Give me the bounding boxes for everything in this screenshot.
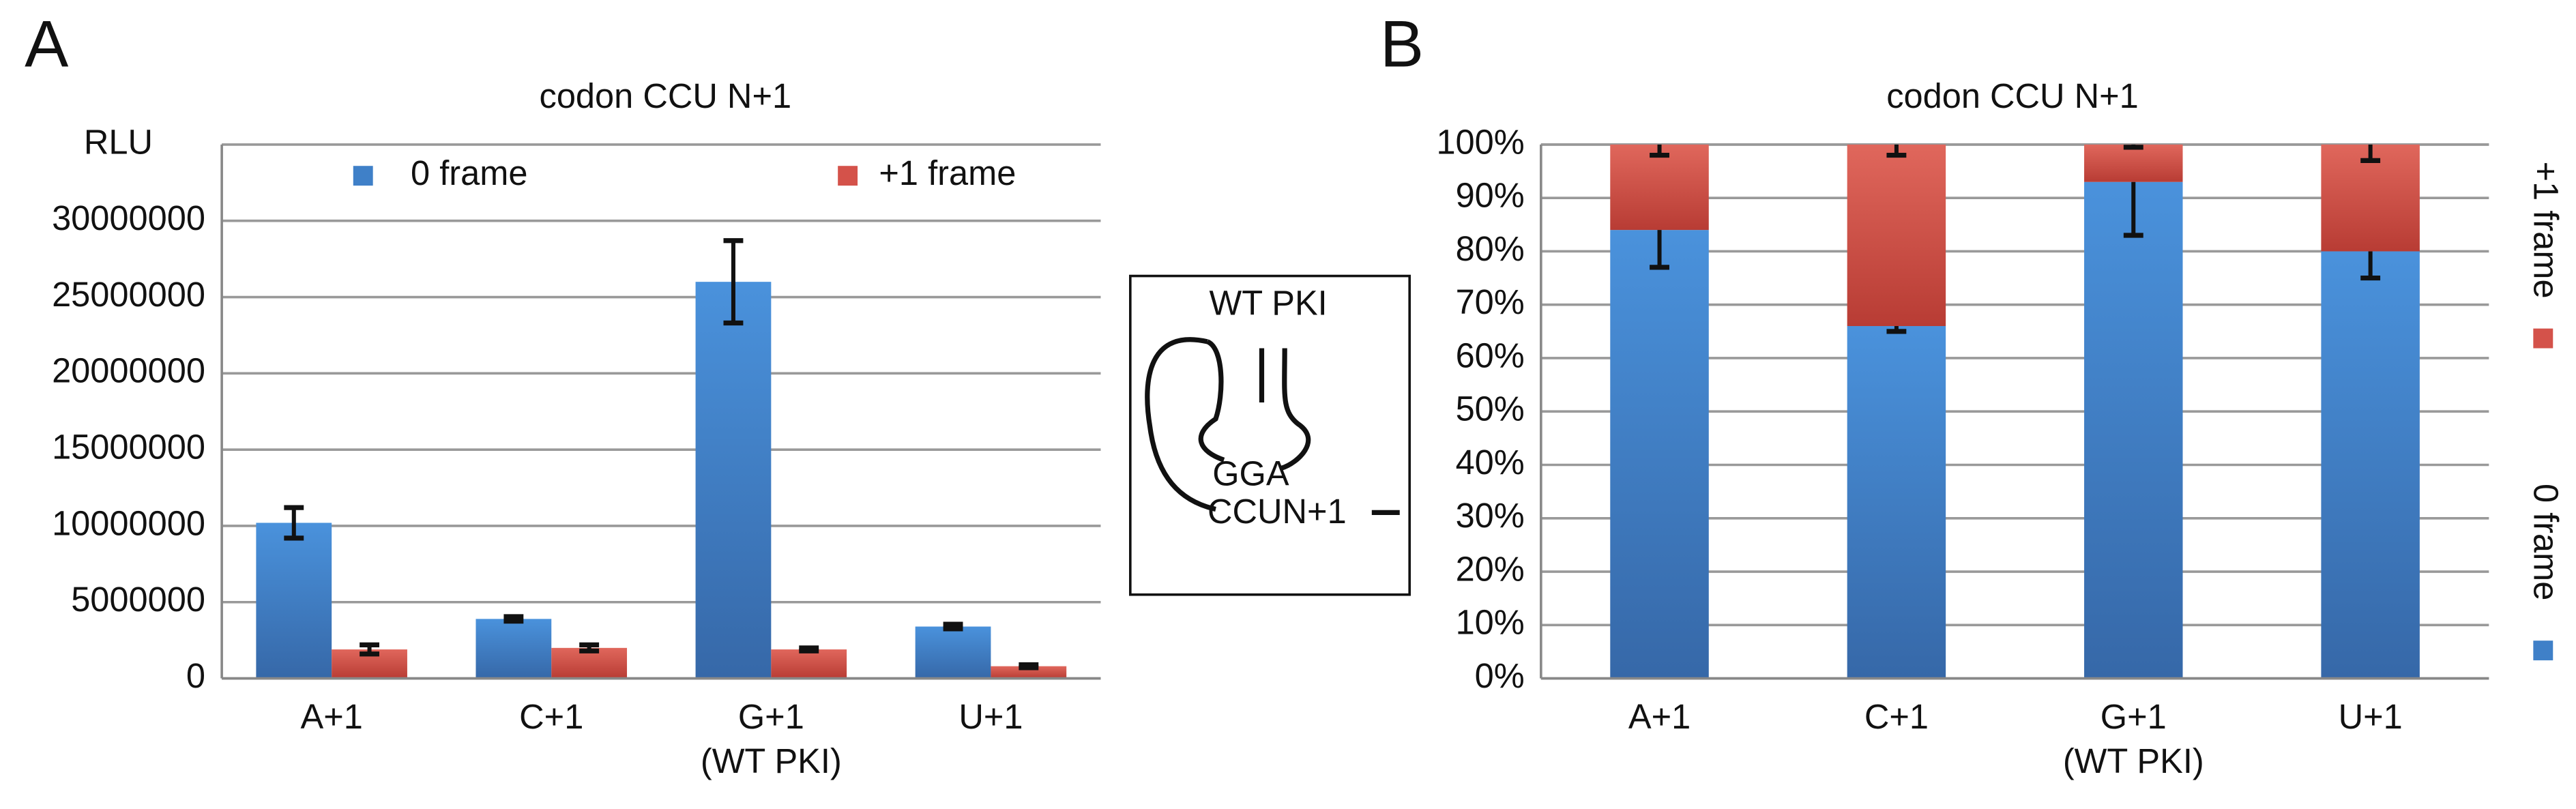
x-tick-label: G+1 — [738, 697, 804, 736]
chart-title: codon CCU N+1 — [1886, 76, 2139, 115]
y-tick-label: 90% — [1456, 176, 1525, 215]
panel-label: A — [25, 8, 69, 81]
y-tick-label: 70% — [1456, 282, 1525, 321]
bar-segment — [2321, 251, 2420, 679]
y-tick-label: 0% — [1475, 656, 1525, 695]
x-tick-label: U+1 — [2339, 697, 2403, 736]
y-tick-label: 100% — [1436, 122, 1524, 161]
stem-loop — [1280, 348, 1311, 471]
x-tick-label: A+1 — [300, 697, 362, 736]
panel-label: B — [1380, 8, 1424, 81]
legend-swatch — [2533, 641, 2553, 661]
y-tick-label: 20000000 — [52, 351, 205, 390]
inset-label: CCUN+1 — [1208, 492, 1347, 531]
legend-label: 0 frame — [411, 153, 527, 192]
y-tick-label: 25000000 — [52, 275, 205, 314]
bar-segment — [2084, 181, 2183, 679]
inset-frame — [1129, 274, 1411, 596]
y-tick-label: 50% — [1456, 389, 1525, 428]
y-tick-label: 0 — [186, 656, 205, 695]
inset-diagram: WT PKI GGA CCUN+1 — [1129, 274, 1411, 596]
x-tick-label: U+1 — [958, 697, 1023, 736]
y-tick-label: 60% — [1456, 336, 1525, 374]
legend-swatch — [838, 166, 858, 186]
x-tick-label: C+1 — [1864, 697, 1929, 736]
inset-label: GGA — [1212, 454, 1289, 493]
bar — [695, 282, 772, 679]
legend-label: +1 frame — [879, 153, 1016, 192]
y-tick-label: 20% — [1456, 549, 1525, 588]
x-tick-note: (WT PKI) — [701, 741, 842, 780]
y-tick-label: 30% — [1456, 496, 1525, 535]
y-tick-label: 10000000 — [52, 503, 205, 542]
x-tick-label: C+1 — [519, 697, 583, 736]
y-tick-label: 15000000 — [52, 427, 205, 466]
bar — [915, 626, 991, 679]
bar — [771, 649, 847, 679]
bar-segment — [1610, 144, 1709, 231]
x-tick-label: G+1 — [2101, 697, 2167, 736]
y-tick-label: 10% — [1456, 603, 1525, 642]
stem-loop — [1198, 339, 1225, 462]
legend-label: +1 frame — [2526, 162, 2565, 299]
legend-swatch — [2533, 328, 2553, 349]
bar — [256, 523, 332, 679]
x-tick-label: A+1 — [1628, 697, 1690, 736]
bar — [991, 666, 1067, 679]
y-tick-label: 5000000 — [71, 580, 205, 619]
bar — [475, 619, 552, 679]
chart-title: codon CCU N+1 — [540, 76, 792, 115]
x-tick-note: (WT PKI) — [2063, 741, 2204, 780]
legend-label: 0 frame — [2526, 484, 2565, 600]
bar-segment — [2084, 144, 2183, 182]
legend-swatch — [353, 166, 373, 186]
y-tick-label: 40% — [1456, 443, 1525, 482]
stem-loop — [1145, 337, 1216, 512]
y-axis-label: RLU — [84, 122, 153, 161]
y-tick-label: 80% — [1456, 229, 1525, 268]
y-tick-label: 30000000 — [52, 198, 205, 237]
bar-segment — [1847, 326, 1946, 679]
bar-segment — [1610, 230, 1709, 679]
inset-title: WT PKI — [1209, 283, 1327, 322]
bar-segment — [1847, 144, 1946, 327]
